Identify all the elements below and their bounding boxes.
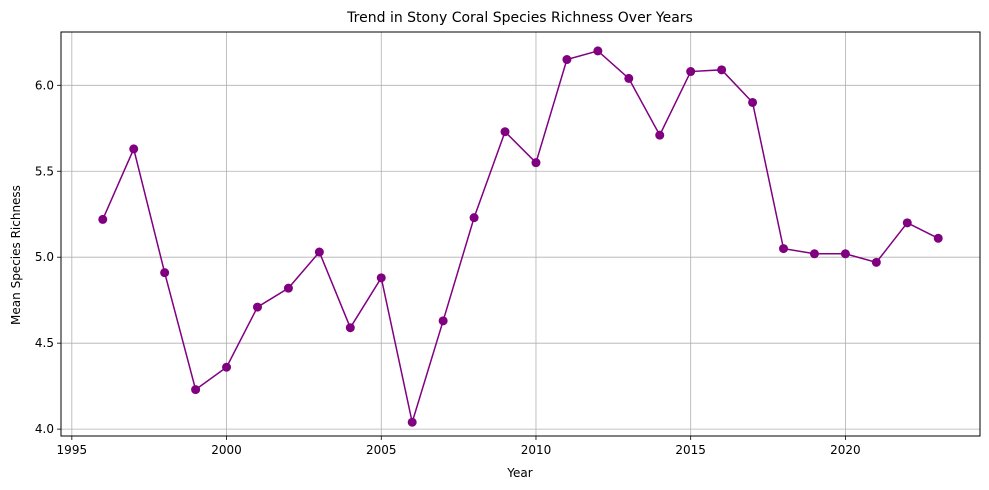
data-point [809,249,819,259]
y-tick-label: 5.5 [35,164,54,178]
y-tick-label: 5.0 [35,250,54,264]
x-tick-label: 2010 [521,443,552,457]
data-point [686,67,696,77]
y-axis-label: Mean Species Richness [9,185,23,325]
data-point [129,144,139,154]
data-point [222,362,232,372]
data-point [902,218,912,228]
x-tick-label: 2015 [675,443,706,457]
x-tick-label: 2000 [211,443,242,457]
x-tick-label: 2020 [830,443,861,457]
data-points [98,46,943,427]
y-tick-label: 6.0 [35,78,54,92]
data-point [283,283,293,293]
data-point [779,244,789,254]
plot-frame [60,31,981,437]
data-point [717,65,727,75]
data-point [531,158,541,168]
data-point [345,323,355,333]
series-line [102,50,939,426]
data-point [624,73,634,83]
data-point [314,247,324,257]
data-point [191,385,201,395]
data-point [840,249,850,259]
data-point [871,257,881,267]
data-point [98,214,108,224]
y-axis-ticks: 4.0 4.5 5.0 5.5 6.0 [35,78,61,436]
data-point [748,97,758,107]
x-tick-label: 2005 [366,443,397,457]
data-point [252,302,262,312]
data-point [438,316,448,326]
data-point [500,127,510,137]
x-axis-label: Year [506,466,532,480]
y-tick-label: 4.0 [35,422,54,436]
x-tick-label: 1995 [57,443,88,457]
data-point [593,46,603,56]
x-axis-ticks: 1995 2000 2005 2010 2015 2020 [57,436,861,457]
chart-title: Trend in Stony Coral Species Richness Ov… [346,10,693,26]
data-point [376,273,386,283]
data-point [933,233,943,243]
data-point [655,130,665,140]
series-line-group [102,50,939,426]
y-tick-label: 4.5 [35,336,54,350]
data-point [407,417,417,427]
data-point [160,268,170,278]
data-point [469,213,479,223]
grid-lines [61,32,980,436]
data-point [562,55,572,65]
